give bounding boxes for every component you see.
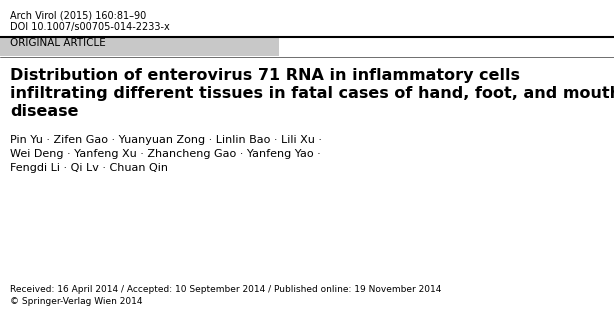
Text: DOI 10.1007/s00705-014-2233-x: DOI 10.1007/s00705-014-2233-x xyxy=(10,22,169,32)
Text: ORIGINAL ARTICLE: ORIGINAL ARTICLE xyxy=(10,38,106,48)
Text: infiltrating different tissues in fatal cases of hand, foot, and mouth: infiltrating different tissues in fatal … xyxy=(10,86,614,101)
Text: Wei Deng · Yanfeng Xu · Zhancheng Gao · Yanfeng Yao ·: Wei Deng · Yanfeng Xu · Zhancheng Gao · … xyxy=(10,149,321,159)
Text: Distribution of enterovirus 71 RNA in inflammatory cells: Distribution of enterovirus 71 RNA in in… xyxy=(10,68,520,83)
Text: Pin Yu · Zifen Gao · Yuanyuan Zong · Linlin Bao · Lili Xu ·: Pin Yu · Zifen Gao · Yuanyuan Zong · Lin… xyxy=(10,135,322,145)
Text: disease: disease xyxy=(10,104,79,119)
Bar xyxy=(0,38,279,56)
Text: Received: 16 April 2014 / Accepted: 10 September 2014 / Published online: 19 Nov: Received: 16 April 2014 / Accepted: 10 S… xyxy=(10,285,441,294)
Text: © Springer-Verlag Wien 2014: © Springer-Verlag Wien 2014 xyxy=(10,297,142,306)
Text: Arch Virol (2015) 160:81–90: Arch Virol (2015) 160:81–90 xyxy=(10,10,146,20)
Text: Fengdi Li · Qi Lv · Chuan Qin: Fengdi Li · Qi Lv · Chuan Qin xyxy=(10,163,168,173)
